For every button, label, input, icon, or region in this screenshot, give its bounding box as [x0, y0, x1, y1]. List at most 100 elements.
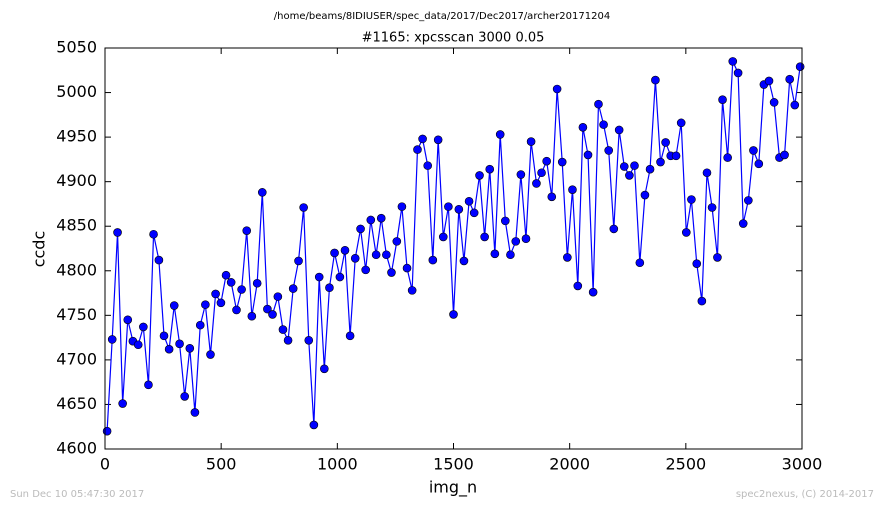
- data-point: [376, 213, 386, 223]
- data-point: [769, 98, 779, 107]
- data-point: [107, 335, 117, 344]
- chart-title: #1165: xpcsscan 3000 0.05: [362, 31, 545, 46]
- data-point: [469, 208, 479, 218]
- data-point: [340, 245, 350, 255]
- data-point: [583, 150, 593, 160]
- data-point: [149, 229, 158, 239]
- y-tick-label: 4700: [56, 349, 97, 368]
- data-point: [661, 138, 670, 147]
- data-point: [247, 311, 257, 321]
- data-point: [263, 304, 272, 314]
- data-point: [304, 335, 314, 345]
- data-point: [418, 134, 427, 144]
- data-point: [645, 164, 655, 174]
- data-point: [257, 188, 267, 197]
- data-point: [185, 344, 195, 353]
- data-point: [221, 270, 231, 280]
- data-point: [428, 255, 438, 265]
- data-point: [552, 84, 562, 94]
- data-point: [692, 259, 702, 268]
- data-point: [744, 196, 753, 205]
- data-point: [557, 157, 567, 167]
- data-point: [671, 151, 681, 161]
- data-point: [325, 283, 334, 293]
- data-point: [480, 232, 489, 242]
- y-tick-label: 5050: [56, 38, 97, 57]
- data-point: [350, 254, 360, 263]
- y-tick-label: 4750: [56, 305, 97, 324]
- x-tick-label: 1000: [317, 455, 358, 474]
- data-point: [164, 344, 174, 354]
- data-point: [604, 146, 613, 155]
- data-point: [614, 125, 624, 135]
- data-point: [681, 228, 691, 237]
- data-point: [537, 168, 546, 178]
- data-point: [749, 146, 758, 155]
- data-point: [252, 278, 262, 288]
- data-point: [764, 76, 774, 86]
- plot-frame: [104, 47, 803, 450]
- data-point: [288, 284, 298, 293]
- data-point: [330, 248, 339, 258]
- x-tick-label: 2000: [549, 455, 590, 474]
- data-point: [294, 256, 303, 266]
- data-point: [113, 228, 122, 237]
- data-point: [594, 99, 603, 109]
- data-point: [123, 315, 133, 325]
- data-point: [501, 216, 510, 226]
- data-point: [242, 226, 252, 235]
- data-point: [335, 272, 345, 282]
- footer-left: Sun Dec 10 05:47:30 2017: [10, 489, 144, 500]
- data-point: [407, 286, 417, 295]
- data-point: [278, 325, 288, 334]
- data-point: [361, 265, 370, 275]
- data-point: [490, 249, 500, 259]
- y-tick-label: 4600: [56, 439, 97, 458]
- x-tick-label: 3000: [782, 455, 823, 474]
- x-tick-label: 0: [100, 455, 110, 474]
- data-point: [438, 232, 448, 242]
- data-point: [526, 137, 536, 146]
- data-point: [133, 340, 143, 350]
- data-point: [588, 287, 598, 297]
- data-point: [723, 153, 732, 162]
- data-point: [273, 292, 283, 301]
- suptitle: /home/beams/8IDIUSER/spec_data/2017/Dec2…: [274, 11, 610, 22]
- data-point: [516, 170, 526, 179]
- data-point: [413, 145, 422, 154]
- data-point: [314, 272, 324, 282]
- data-point: [511, 237, 521, 246]
- data-point: [542, 156, 551, 166]
- data-point: [521, 234, 531, 243]
- data-point: [609, 224, 619, 234]
- y-tick-label: 4900: [56, 171, 97, 190]
- data-point: [216, 298, 226, 308]
- data-point: [547, 192, 557, 202]
- data-point: [713, 253, 722, 262]
- data-point: [211, 289, 220, 299]
- footer-right: spec2nexus, (C) 2014-2017: [736, 489, 874, 500]
- data-point: [563, 253, 572, 262]
- data-point: [397, 202, 407, 211]
- data-point: [320, 364, 329, 374]
- data-point: [444, 202, 453, 211]
- x-tick-label: 2500: [665, 455, 706, 474]
- data-point: [232, 305, 241, 315]
- x-tick-label: 500: [206, 455, 237, 474]
- data-point: [656, 157, 665, 167]
- data-point: [728, 57, 738, 66]
- data-point: [283, 335, 293, 345]
- data-point: [485, 164, 495, 174]
- data-point: [237, 285, 246, 294]
- data-point: [795, 62, 805, 72]
- y-tick-label: 4850: [56, 216, 97, 235]
- data-point: [464, 196, 474, 206]
- data-point: [619, 162, 629, 171]
- data-point: [226, 278, 236, 287]
- data-point: [506, 250, 515, 260]
- y-axis-label: ccdc: [30, 231, 49, 268]
- data-point: [180, 392, 189, 401]
- data-point: [190, 408, 200, 417]
- data-point: [780, 150, 789, 160]
